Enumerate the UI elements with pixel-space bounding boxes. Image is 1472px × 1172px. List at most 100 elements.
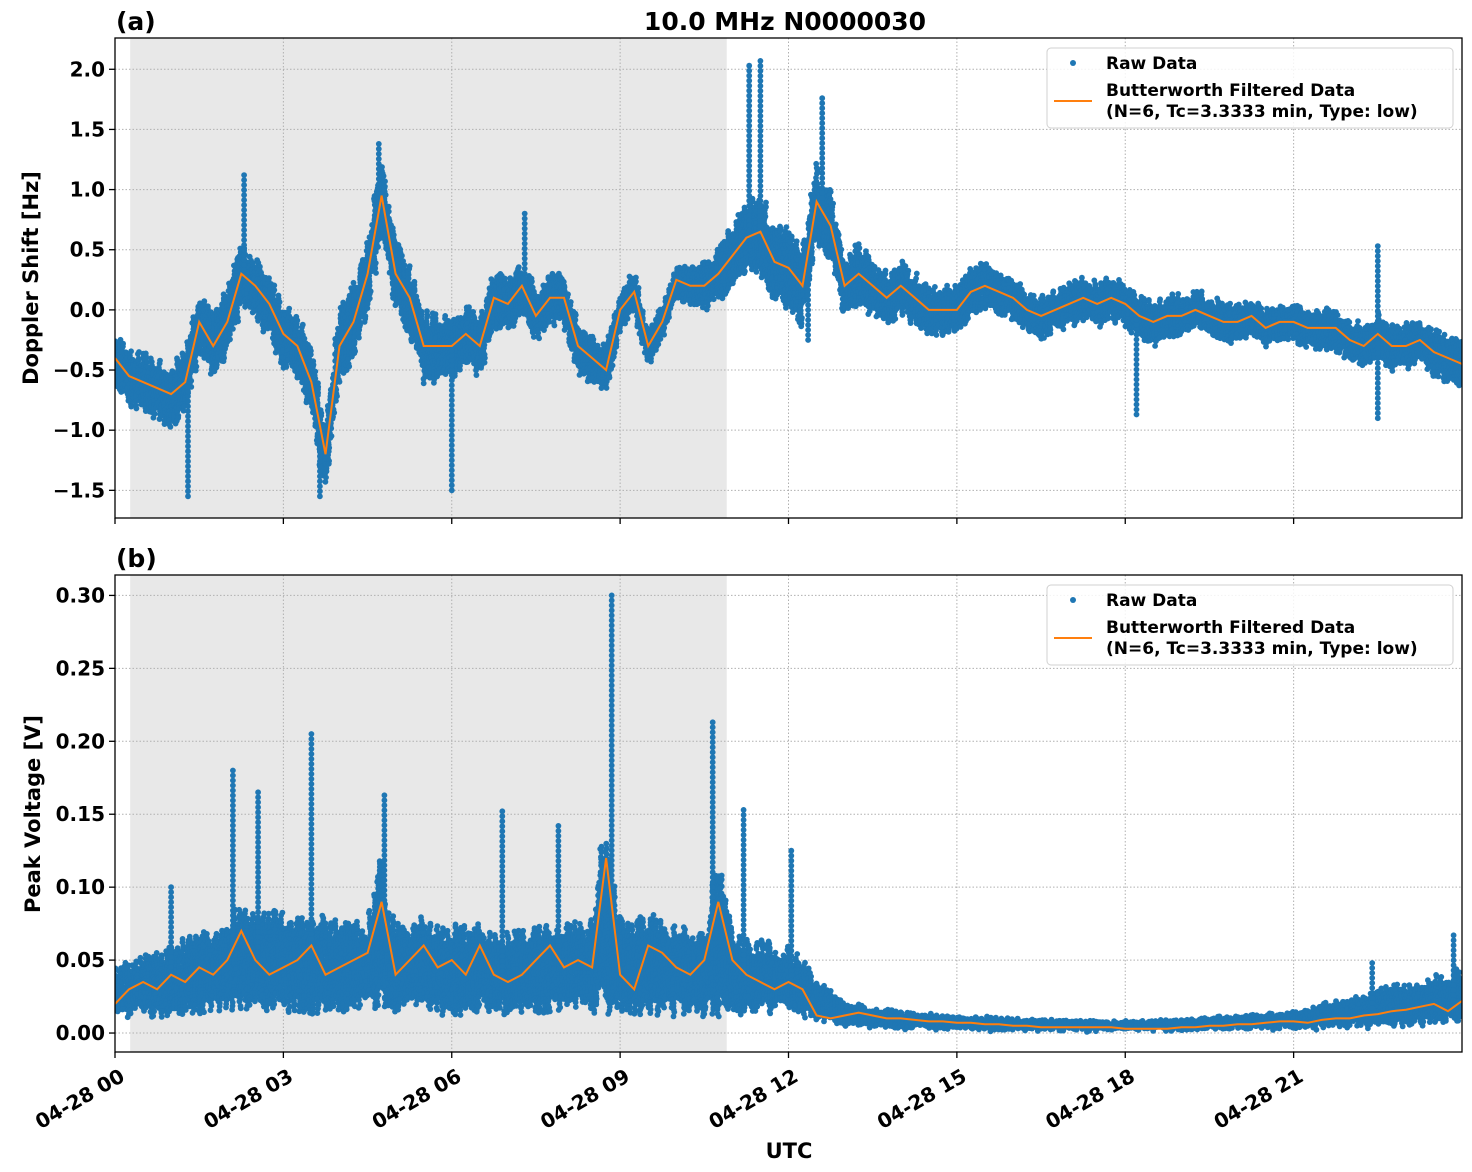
raw-point	[470, 309, 477, 315]
raw-point	[173, 417, 180, 424]
raw-point	[478, 364, 484, 371]
raw-point	[220, 358, 227, 365]
raw-point	[661, 331, 667, 338]
raw-point	[865, 311, 872, 317]
raw-point	[372, 249, 379, 255]
raw-point	[334, 393, 340, 400]
raw-point	[473, 372, 480, 378]
raw-point	[411, 282, 418, 288]
raw-point	[725, 285, 731, 292]
raw-point	[510, 323, 517, 329]
raw-point	[457, 366, 463, 373]
raw-point	[603, 385, 610, 391]
raw-point	[606, 374, 613, 381]
raw-point	[322, 478, 329, 485]
raw-point	[420, 380, 427, 387]
raw-point	[655, 341, 662, 348]
raw-point	[133, 405, 140, 412]
raw-point	[227, 331, 233, 338]
raw-point	[482, 355, 488, 361]
raw-point	[361, 319, 368, 325]
raw-point	[336, 378, 343, 385]
panel-label-b: (b)	[116, 544, 157, 573]
raw-point	[405, 275, 412, 282]
raw-point	[235, 318, 242, 325]
raw-point	[200, 303, 206, 310]
raw-point	[260, 328, 267, 335]
x-axis-label: UTC	[766, 1139, 813, 1163]
raw-point	[128, 403, 135, 410]
raw-point	[653, 347, 659, 353]
raw-point	[753, 269, 760, 275]
raw-point	[237, 300, 243, 307]
raw-point	[366, 290, 373, 297]
raw-point	[382, 178, 388, 185]
raw-point	[424, 314, 430, 321]
raw-point	[741, 270, 748, 277]
panel-a: −1.5−1.0−0.50.00.51.01.52.0 Raw DataButte…	[53, 37, 1463, 524]
y-axis-label-a: Doppler Shift [Hz]	[19, 171, 43, 385]
raw-point	[174, 357, 181, 363]
raw-point	[372, 265, 379, 272]
raw-point	[364, 301, 371, 307]
raw-point	[223, 342, 230, 349]
raw-point	[301, 335, 308, 342]
raw-point	[299, 324, 305, 331]
raw-point	[135, 351, 141, 357]
raw-point	[150, 414, 157, 421]
raw-point	[432, 311, 439, 318]
raw-point	[213, 364, 220, 371]
raw-point	[473, 367, 479, 374]
raw-point	[351, 350, 358, 357]
raw-point	[327, 435, 334, 441]
raw-point	[144, 359, 150, 366]
raw-point	[366, 295, 373, 302]
raw-point	[375, 244, 381, 250]
raw-point	[892, 315, 899, 322]
raw-point	[511, 318, 518, 325]
raw-point	[167, 423, 174, 430]
y-axis-label-b: Peak Voltage [V]	[21, 715, 45, 913]
raw-point	[488, 328, 495, 335]
raw-point	[271, 282, 278, 289]
raw-point	[323, 474, 329, 481]
raw-point	[608, 366, 614, 372]
raw-point	[704, 306, 710, 313]
raw-point	[276, 299, 283, 305]
raw-point	[364, 305, 371, 312]
raw-point	[346, 363, 353, 370]
chart-title: 10.0 MHz N0000030	[644, 7, 926, 36]
raw-point	[270, 292, 276, 298]
raw-point	[192, 354, 198, 360]
panel-label-a: (a)	[116, 7, 156, 36]
raw-point	[481, 359, 488, 366]
raw-point	[624, 315, 631, 322]
raw-point	[710, 296, 717, 303]
raw-point	[227, 336, 233, 343]
raw-point	[192, 367, 199, 374]
raw-point	[617, 328, 623, 335]
raw-point	[536, 335, 542, 342]
raw-point	[356, 334, 362, 341]
raw-point	[373, 270, 379, 276]
raw-point	[485, 336, 492, 343]
raw-point	[666, 314, 672, 321]
raw-point	[180, 407, 187, 414]
raw-point	[610, 353, 617, 360]
raw-point	[230, 326, 236, 332]
raw-point	[722, 291, 729, 297]
raw-point	[351, 340, 358, 347]
raw-point	[729, 280, 736, 287]
raw-point	[413, 293, 420, 300]
raw-point	[798, 323, 805, 330]
raw-point	[325, 460, 332, 467]
raw-point	[333, 397, 339, 404]
raw-point	[285, 308, 292, 315]
raw-point	[648, 358, 654, 365]
raw-point	[350, 279, 357, 286]
raw-point	[283, 364, 290, 370]
raw-point	[551, 322, 558, 329]
raw-point	[431, 379, 437, 386]
raw-point	[613, 343, 620, 350]
